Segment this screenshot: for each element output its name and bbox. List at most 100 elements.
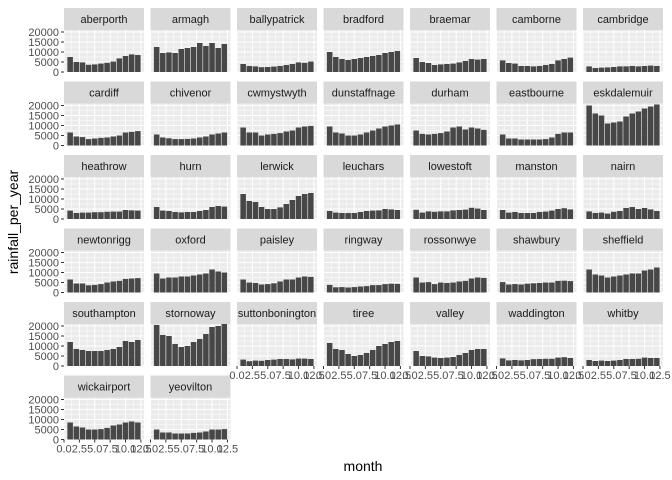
facet-strip-label: ringway	[345, 235, 383, 247]
x-tick-label: 7.5	[189, 444, 204, 456]
facet-strip	[237, 81, 317, 104]
facet-strip-label: dunstaffnage	[332, 88, 395, 100]
facet-strip	[150, 155, 231, 177]
facet-panel: eskdalemuir	[582, 81, 663, 146]
bar	[456, 62, 462, 72]
bar	[419, 282, 426, 293]
bar	[98, 212, 104, 219]
bar	[617, 121, 623, 146]
bar	[357, 212, 364, 219]
x-tick-label: 10.0	[547, 370, 568, 382]
bar	[530, 139, 537, 146]
bar	[110, 349, 116, 366]
x-tick-label: 5.0	[260, 370, 275, 382]
bar	[135, 278, 141, 293]
bar	[647, 358, 654, 366]
bar	[240, 194, 246, 219]
facet-strip-label: sheffield	[603, 235, 644, 247]
bar	[246, 66, 253, 72]
bar	[209, 43, 215, 72]
bar	[295, 127, 302, 146]
bar	[85, 429, 92, 440]
bar	[265, 360, 271, 366]
bar	[289, 279, 296, 293]
facet-strip	[410, 81, 490, 104]
bar	[450, 63, 456, 72]
bar	[172, 433, 178, 440]
bar	[351, 287, 358, 293]
x-tick-label: 0.0	[575, 370, 590, 382]
bar	[518, 360, 524, 366]
bar	[79, 427, 86, 440]
bar	[339, 287, 345, 293]
y-tick-label: 10000	[28, 341, 59, 353]
facet-strip	[323, 81, 404, 104]
facet-panel: cwmystwyth	[236, 81, 317, 146]
bar	[468, 207, 475, 219]
facet-panels: aberporth armagh ballypatrick bradford braem…	[63, 8, 663, 440]
x-tick-label: 12.5	[303, 370, 324, 382]
bar	[135, 131, 141, 146]
facet-strip-label: durham	[431, 88, 468, 100]
facet-strip-label: heathrow	[81, 161, 126, 173]
facet-panel: lowestoft	[409, 155, 490, 220]
bar	[586, 211, 592, 219]
bar	[462, 209, 469, 219]
bar	[549, 64, 555, 72]
bar	[116, 424, 123, 440]
bar	[110, 425, 116, 440]
bar	[388, 52, 394, 72]
facet-panel: suttonbonington	[236, 302, 317, 367]
facet-strip-label: yeovilton	[169, 382, 212, 394]
bar	[308, 61, 314, 72]
bar	[301, 62, 308, 72]
facet-strip	[410, 8, 490, 30]
bar	[629, 273, 635, 293]
facet-strip	[496, 302, 577, 324]
bar	[369, 350, 376, 366]
facet-strip-label: newtonrigg	[77, 235, 131, 247]
facet-panel: newtonrigg	[63, 228, 144, 293]
bar	[536, 212, 543, 219]
x-tick-label: 12.5	[649, 370, 670, 382]
bar	[79, 212, 86, 219]
bar	[116, 280, 123, 293]
x-axis-title: month	[344, 458, 383, 474]
bar	[308, 359, 314, 366]
x-tick-label: 0.0	[56, 444, 71, 456]
bar	[333, 287, 339, 293]
bar	[215, 271, 221, 293]
bar	[128, 278, 135, 293]
bar	[172, 344, 178, 366]
facet-panel: chivenor	[150, 81, 231, 146]
facet-strip-label: cambridge	[597, 14, 648, 26]
bar	[135, 422, 141, 440]
bar	[376, 128, 382, 146]
bar	[289, 200, 296, 219]
bar	[394, 283, 401, 293]
bar	[178, 212, 185, 219]
facet-panel: dunstaffnage	[323, 81, 404, 146]
bar	[604, 277, 611, 293]
bar	[351, 135, 358, 146]
facet-strip	[410, 228, 490, 251]
bar	[184, 276, 191, 293]
facet-strip-label: wickairport	[77, 382, 131, 394]
facet-strip	[583, 81, 663, 104]
bar	[456, 281, 462, 293]
bar	[481, 349, 487, 366]
bar	[73, 349, 80, 366]
bar	[617, 275, 623, 293]
bar	[122, 422, 129, 440]
bar	[376, 346, 382, 366]
bar	[135, 55, 141, 72]
bar	[333, 212, 339, 219]
bar	[265, 67, 271, 72]
facet-strip-label: rossonwye	[424, 235, 477, 247]
bar	[561, 59, 567, 72]
facet-panel: oxford	[150, 228, 231, 293]
facet-panel: aberporth	[63, 8, 144, 73]
facet-strip	[237, 228, 317, 251]
facet-panel: braemar	[409, 8, 490, 73]
x-tick-label: 7.5	[622, 370, 637, 382]
